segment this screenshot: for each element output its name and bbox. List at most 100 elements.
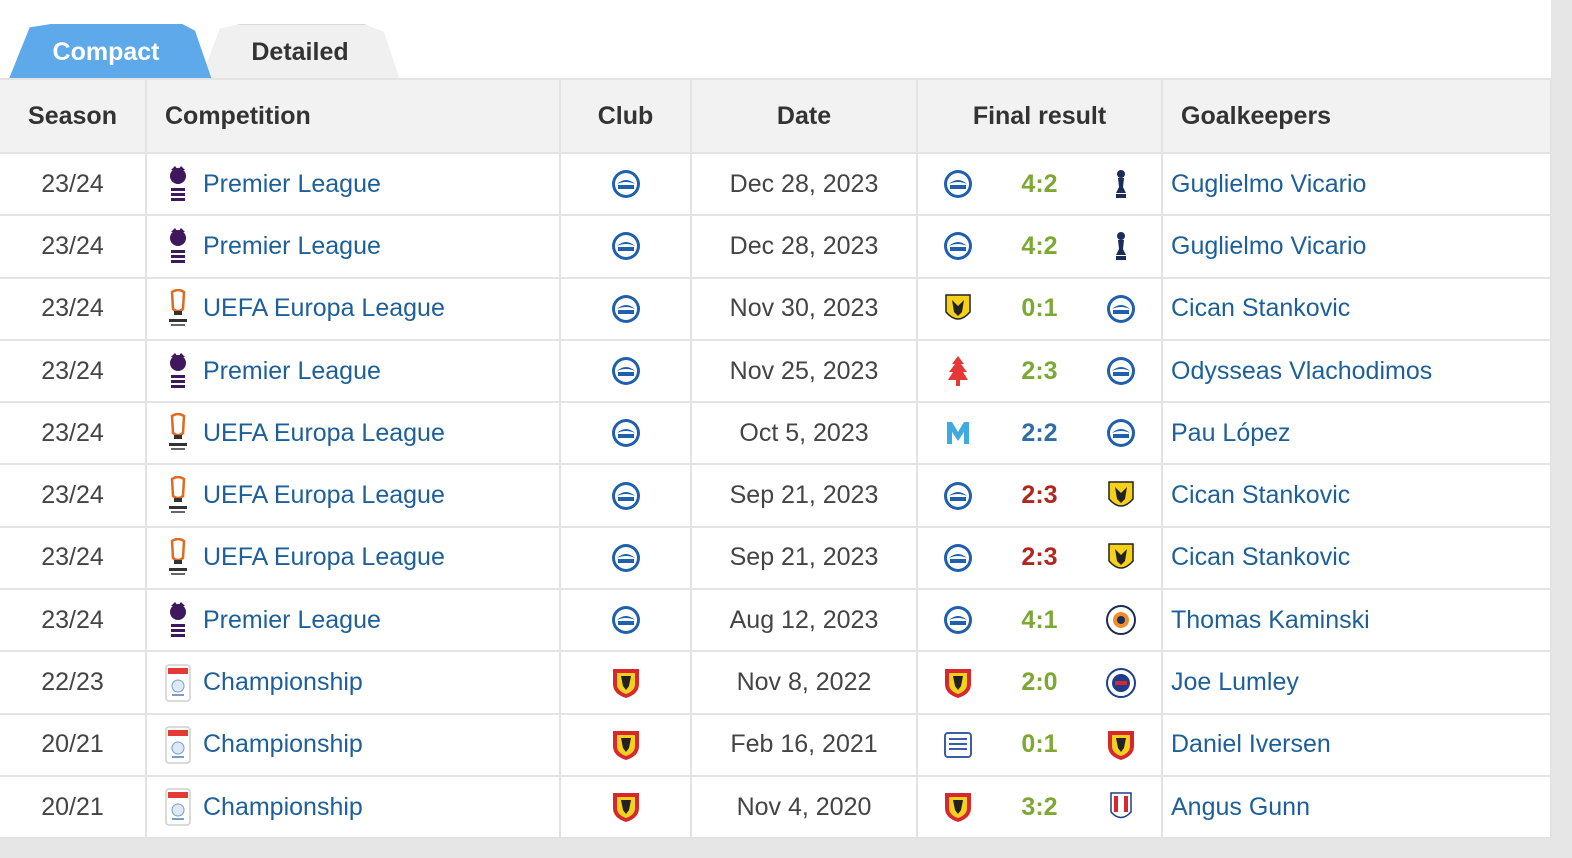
europa-league-icon[interactable] [163,537,193,578]
brighton-crest-icon[interactable] [942,541,974,575]
competition-link[interactable]: Premier League [203,356,381,385]
europa-league-icon[interactable] [163,475,193,516]
final-result-cell: 2:3 [916,525,1163,591]
brighton-crest-icon[interactable] [610,416,642,450]
brighton-crest-icon[interactable] [942,229,974,263]
tottenham-crest-icon[interactable] [1105,167,1137,201]
goalkeeper-link[interactable]: Cican Stankovic [1171,481,1351,510]
date-cell: Oct 5, 2023 [690,401,918,466]
brighton-crest-icon[interactable] [610,479,642,513]
goalkeeper-link[interactable]: Daniel Iversen [1171,730,1331,759]
championship-icon[interactable] [163,725,193,765]
championship-icon[interactable] [163,663,193,703]
table-row: 23/24 UEFA Europa League Oct 5, 2023 2:2 Pau… [0,401,1552,466]
goalkeeper-link[interactable]: Thomas Kaminski [1171,605,1370,634]
brighton-crest-icon[interactable] [610,354,642,388]
header-goalkeepers[interactable]: Goalkeepers [1161,78,1552,154]
aek-athens-crest-icon[interactable] [942,292,974,326]
goalkeeper-link[interactable]: Guglielmo Vicario [1171,231,1367,260]
club-cell [559,463,692,528]
brighton-crest-icon[interactable] [610,603,642,637]
europa-league-icon[interactable] [163,413,193,453]
header-date[interactable]: Date [690,78,918,154]
table-row: 22/23 Championship Nov 8, 2022 2:0 Joe Lumle… [0,650,1552,715]
aek-athens-crest-icon[interactable] [1105,541,1137,575]
watford-crest-icon[interactable] [610,790,642,824]
match-score[interactable]: 2:0 [1021,668,1058,697]
premier-league-icon[interactable] [163,226,193,266]
goalkeeper-link[interactable]: Cican Stankovic [1171,294,1351,323]
competition-link[interactable]: Championship [203,730,363,759]
match-score[interactable]: 2:3 [1021,356,1058,385]
match-score[interactable]: 4:1 [1021,605,1058,634]
match-score[interactable]: 4:2 [1021,169,1058,198]
competition-link[interactable]: Premier League [203,231,381,260]
premier-league-icon[interactable] [163,164,193,204]
brighton-crest-icon[interactable] [1105,292,1137,326]
final-result-cell: 2:2 [916,401,1163,466]
competition-link[interactable]: Premier League [203,605,381,634]
date-cell: Nov 8, 2022 [690,650,918,715]
watford-crest-icon[interactable] [610,728,642,762]
match-score[interactable]: 2:3 [1021,543,1058,572]
watford-crest-icon[interactable] [942,666,974,700]
match-score[interactable]: 2:2 [1021,418,1058,447]
header-season[interactable]: Season [0,78,147,154]
match-score[interactable]: 0:1 [1021,730,1058,759]
goalkeeper-link[interactable]: Odysseas Vlachodimos [1171,356,1433,385]
header-competition[interactable]: Competition [145,78,561,154]
goalkeeper-link[interactable]: Cican Stankovic [1171,543,1351,572]
luton-town-crest-icon[interactable] [1105,603,1137,637]
brighton-crest-icon[interactable] [1105,416,1137,450]
aek-athens-crest-icon[interactable] [1105,479,1137,513]
final-result-cell: 4:1 [916,588,1163,653]
competition-link[interactable]: UEFA Europa League [203,543,445,572]
brighton-crest-icon[interactable] [610,541,642,575]
header-club[interactable]: Club [559,78,692,154]
goalkeeper-cell: Cican Stankovic [1161,463,1552,528]
competition-link[interactable]: Premier League [203,169,381,198]
goalkeeper-link[interactable]: Joe Lumley [1171,668,1299,697]
tab-detailed[interactable]: Detailed [200,24,400,80]
premier-league-icon[interactable] [163,600,193,640]
match-score[interactable]: 3:2 [1021,792,1058,821]
competition-link[interactable]: UEFA Europa League [203,418,445,447]
europa-league-icon[interactable] [163,288,193,329]
brighton-crest-icon[interactable] [942,479,974,513]
premier-league-icon[interactable] [163,351,193,391]
championship-icon[interactable] [163,787,193,827]
watford-crest-icon[interactable] [610,666,642,700]
nottingham-forest-crest-icon[interactable] [942,354,974,388]
brighton-crest-icon[interactable] [610,292,642,326]
goalkeeper-link[interactable]: Pau López [1171,418,1291,447]
match-score[interactable]: 2:3 [1021,481,1058,510]
goalkeeper-link[interactable]: Angus Gunn [1171,792,1310,821]
watford-crest-icon[interactable] [942,790,974,824]
watford-crest-icon[interactable] [1105,728,1137,762]
brighton-crest-icon[interactable] [610,167,642,201]
competition-link[interactable]: Championship [203,792,363,821]
date-cell: Nov 30, 2023 [690,276,918,341]
tottenham-crest-icon[interactable] [1105,229,1137,263]
preston-crest-icon[interactable] [942,728,974,762]
goalkeeper-cell: Cican Stankovic [1161,276,1552,341]
brighton-crest-icon[interactable] [610,229,642,263]
goalkeeper-link[interactable]: Guglielmo Vicario [1171,169,1367,198]
competition-cell: UEFA Europa League [145,525,561,591]
date-cell: Dec 28, 2023 [690,214,918,279]
tab-compact[interactable]: Compact [8,24,212,80]
competition-link[interactable]: Championship [203,668,363,697]
competition-link[interactable]: UEFA Europa League [203,481,445,510]
header-final-result[interactable]: Final result [916,78,1163,154]
brighton-crest-icon[interactable] [942,167,974,201]
brighton-crest-icon[interactable] [942,603,974,637]
final-result-cell: 0:1 [916,712,1163,777]
view-tabs: Detailed Compact [0,24,400,80]
match-score[interactable]: 4:2 [1021,231,1058,260]
marseille-crest-icon[interactable] [942,416,974,450]
stoke-city-crest-icon[interactable] [1105,790,1137,824]
brighton-crest-icon[interactable] [1105,354,1137,388]
match-score[interactable]: 0:1 [1021,294,1058,323]
reading-crest-icon[interactable] [1105,666,1137,700]
competition-link[interactable]: UEFA Europa League [203,294,445,323]
